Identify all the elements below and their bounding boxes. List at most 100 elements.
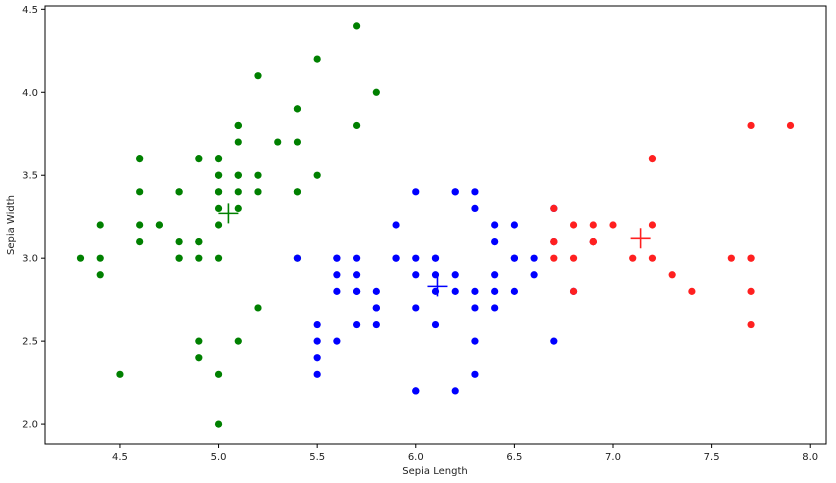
x-tick-label: 6.5 — [506, 452, 522, 463]
data-point-s0-25 — [214, 254, 223, 262]
data-point-s1-1 — [313, 370, 321, 378]
centroid-marker-2 — [630, 228, 651, 249]
data-point-s2-16 — [786, 121, 795, 130]
data-point-s1-54 — [392, 254, 400, 262]
data-point-s1-32 — [372, 320, 380, 329]
data-point-s2-19 — [569, 221, 578, 229]
data-point-s0-43 — [214, 171, 223, 179]
data-point-s0-41 — [116, 370, 124, 378]
data-point-s2-9 — [747, 320, 755, 329]
data-point-s0-31 — [293, 188, 302, 196]
data-point-s1-29 — [333, 254, 341, 262]
data-point-s0-27 — [254, 171, 262, 179]
data-point-s0-18 — [353, 121, 361, 130]
data-point-s2-3 — [629, 254, 637, 262]
y-tick-label: 2.0 — [22, 420, 38, 431]
data-point-s0-29 — [155, 221, 163, 229]
data-point-s0-13 — [76, 254, 85, 262]
data-point-s0-8 — [96, 271, 104, 279]
data-point-s1-45 — [333, 287, 341, 295]
data-point-s0-1 — [195, 254, 203, 262]
data-point-s0-28 — [254, 188, 262, 196]
data-point-s1-24 — [372, 304, 380, 312]
data-point-s1-26 — [293, 254, 302, 262]
y-tick-label: 4.5 — [22, 5, 38, 16]
data-point-s1-55 — [510, 254, 518, 262]
data-point-s0-3 — [136, 237, 144, 246]
data-point-s1-15 — [392, 221, 400, 229]
data-point-s2-20 — [550, 254, 558, 262]
y-axis: 2.0 2.5 3.0 3.5 4.0 4.5 — [22, 5, 45, 431]
y-tick-label: 3.5 — [22, 171, 38, 182]
data-point-s1-14 — [333, 337, 341, 345]
x-axis-label: Sepia Length — [402, 466, 467, 477]
data-point-s0-37 — [195, 155, 203, 163]
data-point-s1-33 — [353, 254, 361, 262]
x-tick-label: 5.0 — [211, 452, 227, 463]
data-point-s0-53 — [214, 370, 223, 378]
data-point-s0-51 — [195, 337, 203, 345]
data-point-s1-28 — [471, 370, 479, 378]
data-point-s0-46 — [234, 121, 242, 130]
data-point-s2-21 — [569, 287, 578, 295]
data-point-s1-19 — [530, 254, 538, 262]
data-point-s2-5 — [668, 271, 676, 279]
data-point-s2-8 — [747, 121, 755, 130]
data-point-s1-56 — [451, 188, 459, 196]
data-point-s1-47 — [510, 221, 518, 229]
data-point-s1-30 — [313, 337, 321, 345]
data-point-s1-49 — [491, 237, 499, 246]
data-point-s0-52 — [195, 354, 203, 362]
data-point-s0-35 — [214, 221, 223, 229]
data-point-s2-22 — [550, 237, 558, 246]
data-point-s0-24 — [175, 188, 183, 196]
data-point-s0-45 — [175, 254, 183, 262]
data-point-s1-44 — [491, 287, 499, 295]
data-point-s0-17 — [234, 171, 242, 179]
data-point-s1-37 — [471, 287, 479, 295]
data-point-s2-15 — [688, 287, 696, 295]
data-point-s1-5 — [530, 271, 538, 279]
data-point-s0-21 — [234, 138, 242, 146]
data-point-s2-23 — [589, 237, 597, 246]
x-axis: 4.5 5.0 5.5 6.0 6.5 7.0 7.5 8.0 — [112, 444, 818, 463]
data-point-s0-16 — [293, 105, 302, 113]
x-tick-label: 6.0 — [408, 452, 424, 463]
data-point-s1-34 — [353, 271, 361, 279]
data-point-s1-46 — [471, 304, 479, 312]
data-point-s1-40 — [412, 254, 420, 262]
data-point-s1-48 — [471, 188, 479, 196]
data-point-s1-25 — [412, 304, 420, 312]
data-point-s1-13 — [451, 387, 459, 395]
data-point-s0-54 — [214, 420, 223, 428]
data-point-s0-32 — [254, 72, 262, 80]
y-axis-label: Sepia Width — [6, 195, 17, 255]
data-point-s1-36 — [353, 287, 361, 295]
data-point-s0-30 — [175, 237, 183, 246]
data-point-s2-12 — [550, 204, 558, 213]
data-point-s2-6 — [648, 155, 657, 163]
data-point-s1-4 — [471, 204, 479, 213]
data-point-s0-47 — [136, 221, 144, 229]
data-point-s0-55 — [234, 337, 242, 345]
data-point-s1-42 — [451, 287, 459, 295]
y-tick-label: 4.0 — [22, 88, 38, 99]
data-point-s1-17 — [471, 337, 479, 345]
data-point-s2-4 — [727, 254, 735, 262]
data-point-s1-21 — [412, 271, 420, 279]
data-point-s0-48 — [274, 138, 282, 146]
centroid-marker-0 — [218, 203, 239, 224]
data-point-s2-10 — [589, 221, 597, 229]
data-point-s0-39 — [234, 188, 242, 196]
centroid-markers — [218, 203, 651, 297]
x-tick-label: 5.5 — [309, 452, 325, 463]
data-point-s2-14 — [648, 254, 657, 262]
data-point-s0-14 — [372, 88, 380, 96]
y-tick-label: 2.5 — [22, 337, 38, 348]
x-tick-label: 8.0 — [802, 452, 818, 463]
data-point-s2-11 — [747, 287, 755, 295]
data-point-s1-38 — [491, 304, 499, 312]
x-tick-label: 4.5 — [112, 452, 128, 463]
data-point-s0-50 — [254, 304, 262, 312]
data-point-s1-43 — [431, 320, 440, 329]
